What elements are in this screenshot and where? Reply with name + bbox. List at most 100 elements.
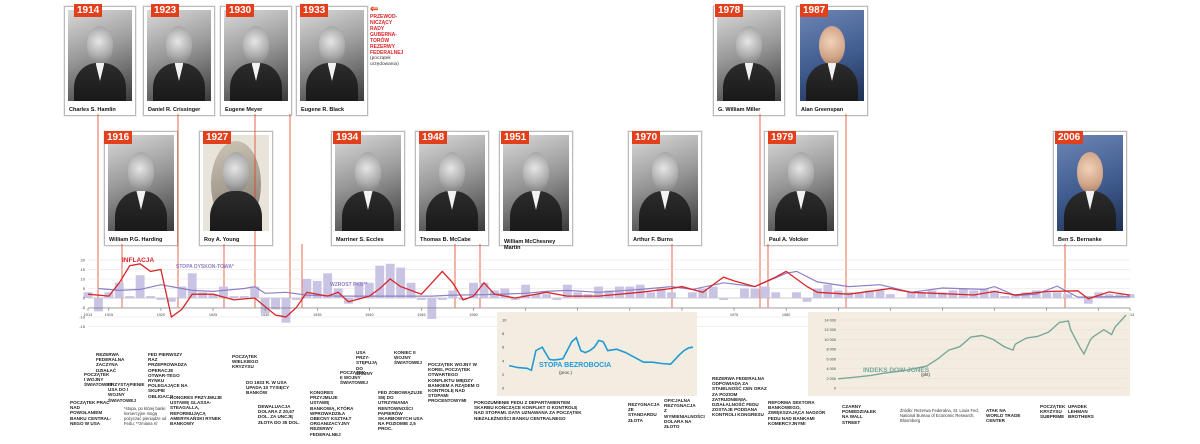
unemployment-axis-tick: 6 xyxy=(502,345,505,350)
year-1916: 1916 xyxy=(104,131,133,144)
gdp-bar xyxy=(656,288,666,298)
gdp-bar xyxy=(521,284,531,298)
dowjones-axis: 14 000 12 000 10 000 8 000 6 000 4 000 2 000 0 xyxy=(824,319,1126,391)
header-note: ⇐ PRZEWOD- NICZĄCY RADY GUBERNA- TORÓW R… xyxy=(370,4,416,68)
gdp-bar xyxy=(250,286,260,298)
unemployment-axis: 10 8 6 4 2 0 xyxy=(502,318,507,391)
gdp-bar xyxy=(302,279,312,298)
year-tick-label: 1975 xyxy=(730,313,738,317)
gdp-bar xyxy=(208,294,218,298)
event-15: POROZUMIENIE FEDU Z DEPARTAMENTEM SKARBU… xyxy=(474,400,582,421)
photo-miller xyxy=(717,10,781,101)
photo-black xyxy=(300,10,364,101)
gdp-bar xyxy=(198,292,208,298)
gdp-bar xyxy=(760,286,770,298)
gdp-bar xyxy=(166,298,176,302)
year-1978: 1978 xyxy=(715,4,744,17)
name-mccabe: Thomas B. McCabe xyxy=(420,237,471,243)
year-1933: 1933 xyxy=(300,4,329,17)
portrait-mccabe: Thomas B. McCabe xyxy=(415,131,489,246)
gdp-bar xyxy=(740,288,749,298)
gdp-bar xyxy=(125,296,135,298)
year-1914: 1914 xyxy=(74,4,103,17)
gdp-bar xyxy=(344,298,353,304)
dowjones-panel-bg xyxy=(808,312,1130,396)
name-greenspan: Alan Greenspan xyxy=(801,107,844,113)
gdp-bar xyxy=(865,290,874,298)
event-20: CZARNY PONIEDZIAŁEK NA WALL STREET xyxy=(842,404,877,425)
gdp-bar xyxy=(531,294,541,298)
header-note-sub: (początek urzędowania) xyxy=(370,56,399,67)
portrait-eccles: Marriner S. Eccles xyxy=(331,131,405,246)
gdp-bar xyxy=(938,292,947,298)
photo-martin xyxy=(503,135,569,231)
label-unemployment: STOPA BEZROBOCIA xyxy=(539,362,611,369)
year-1979: 1979 xyxy=(768,131,797,144)
left-axis-tick: 15 xyxy=(81,267,86,272)
event-19: REFORMA SEKTORA BANKOWEGO, ZWIĘKSZAJĄCA … xyxy=(768,400,826,426)
year-tick-label: 1950 xyxy=(469,313,477,317)
name-miller: G. William Miller xyxy=(718,107,761,113)
gdp-bar xyxy=(990,290,999,298)
portrait-volcker: Paul A. Volcker xyxy=(764,131,838,246)
event-7: DO 1933 R. W USA UPADA 10 TYSIĘCY BANKÓW xyxy=(246,380,290,396)
gdp-bar xyxy=(271,298,280,310)
gdp-bar xyxy=(771,292,781,298)
year-tick-label: 1940 xyxy=(365,313,373,317)
gdp-bar xyxy=(562,284,572,298)
portrait-meyer: Eugene Meyer xyxy=(220,6,292,116)
event-16: REZYGNACJA ZE STANDARDU ZŁOTA xyxy=(628,402,660,423)
photo-bernanke xyxy=(1057,135,1123,231)
left-axis-tick: -10 xyxy=(79,315,86,320)
year-1951: 1951 xyxy=(501,131,530,144)
dowjones-axis-tick: 6 000 xyxy=(826,357,836,361)
dowjones-axis-tick: 2 000 xyxy=(826,377,836,381)
portrait-young: Roy A. Young xyxy=(199,131,273,246)
portrait-burns: Arthur F. Burns xyxy=(628,131,702,246)
gdp-bar xyxy=(239,296,249,298)
arrow-left-icon: ⇐ xyxy=(370,4,379,15)
gdp-bar xyxy=(260,298,270,314)
event-13: FED ZOBOWIĄZUJE SIĘ DO UTRZYMANIA RENTOW… xyxy=(378,390,423,432)
portrait-hamlin: Charles S. Hamlin xyxy=(64,6,136,116)
year-tick-label: 1920 xyxy=(157,313,165,317)
gdp-bar xyxy=(854,292,864,298)
gdp-bar xyxy=(1000,296,1010,298)
name-meyer: Eugene Meyer xyxy=(225,107,263,113)
gdp-bar xyxy=(635,284,645,298)
year-tick-label: 1935 xyxy=(313,313,321,317)
year-1934: 1934 xyxy=(333,131,362,144)
photo-crissinger xyxy=(147,10,211,101)
portrait-black: Eugene R. Black xyxy=(296,6,368,116)
event-2: REZERWA FEDERALNA ZACZYNA DZIAŁAĆ xyxy=(96,352,125,373)
gdp-bar xyxy=(750,288,760,298)
gdp-bar xyxy=(646,292,656,298)
gdp-bar xyxy=(969,290,979,298)
year-2006: 2006 xyxy=(1055,131,1084,144)
unemployment-axis-tick: 10 xyxy=(502,318,507,323)
photo-meyer xyxy=(224,10,288,101)
gdp-bar xyxy=(573,292,583,298)
photo-eccles xyxy=(335,135,401,231)
year-1970: 1970 xyxy=(632,131,661,144)
gdp-bar xyxy=(94,298,103,312)
dowjones-axis-tick: 14 000 xyxy=(824,319,836,323)
header-note-title: PRZEWOD- NICZĄCY RADY GUBERNA- TORÓW REZ… xyxy=(370,14,404,56)
unemployment-line xyxy=(508,336,694,372)
gdp-bar xyxy=(281,298,291,323)
gdp-bar xyxy=(375,265,385,298)
label-discount-rate: STOPA DYSKON-TOWA* xyxy=(176,264,234,270)
gdp-bar xyxy=(542,294,551,298)
portrait-crissinger: Daniel R. Crissinger xyxy=(143,6,215,116)
gdp-bar xyxy=(813,288,822,298)
name-harding: William P.G. Harding xyxy=(109,237,163,243)
event-22: POCZĄTEK KRYZYSU SUBPRIME xyxy=(1040,404,1066,420)
event-8: DEWALUACJA DOLARA Z 20,67 DOL. ZA UNCJĘ … xyxy=(258,404,300,425)
year-tick-label: 1945 xyxy=(417,313,425,317)
unemployment-axis-tick: 8 xyxy=(502,331,505,336)
year-1927: 1927 xyxy=(203,131,232,144)
year-tick-label: 1930 xyxy=(261,313,269,317)
event-12: KONIEC II WOJNY ŚWIATOWEJ xyxy=(394,350,422,366)
